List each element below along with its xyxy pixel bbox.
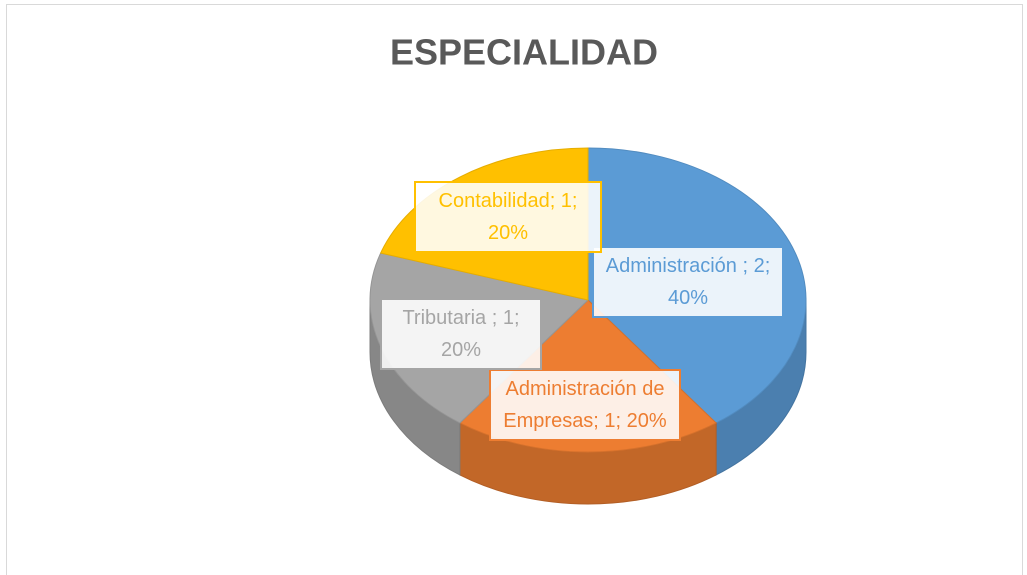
data-label: Tributaria ; 1; 20% bbox=[380, 298, 542, 370]
chart-title: ESPECIALIDAD bbox=[390, 32, 658, 73]
data-label: Administración ; 2; 40% bbox=[592, 246, 784, 318]
data-label: Contabilidad; 1; 20% bbox=[414, 181, 602, 253]
data-label: Administración de Empresas; 1; 20% bbox=[489, 369, 681, 441]
chart-frame bbox=[6, 4, 1023, 575]
